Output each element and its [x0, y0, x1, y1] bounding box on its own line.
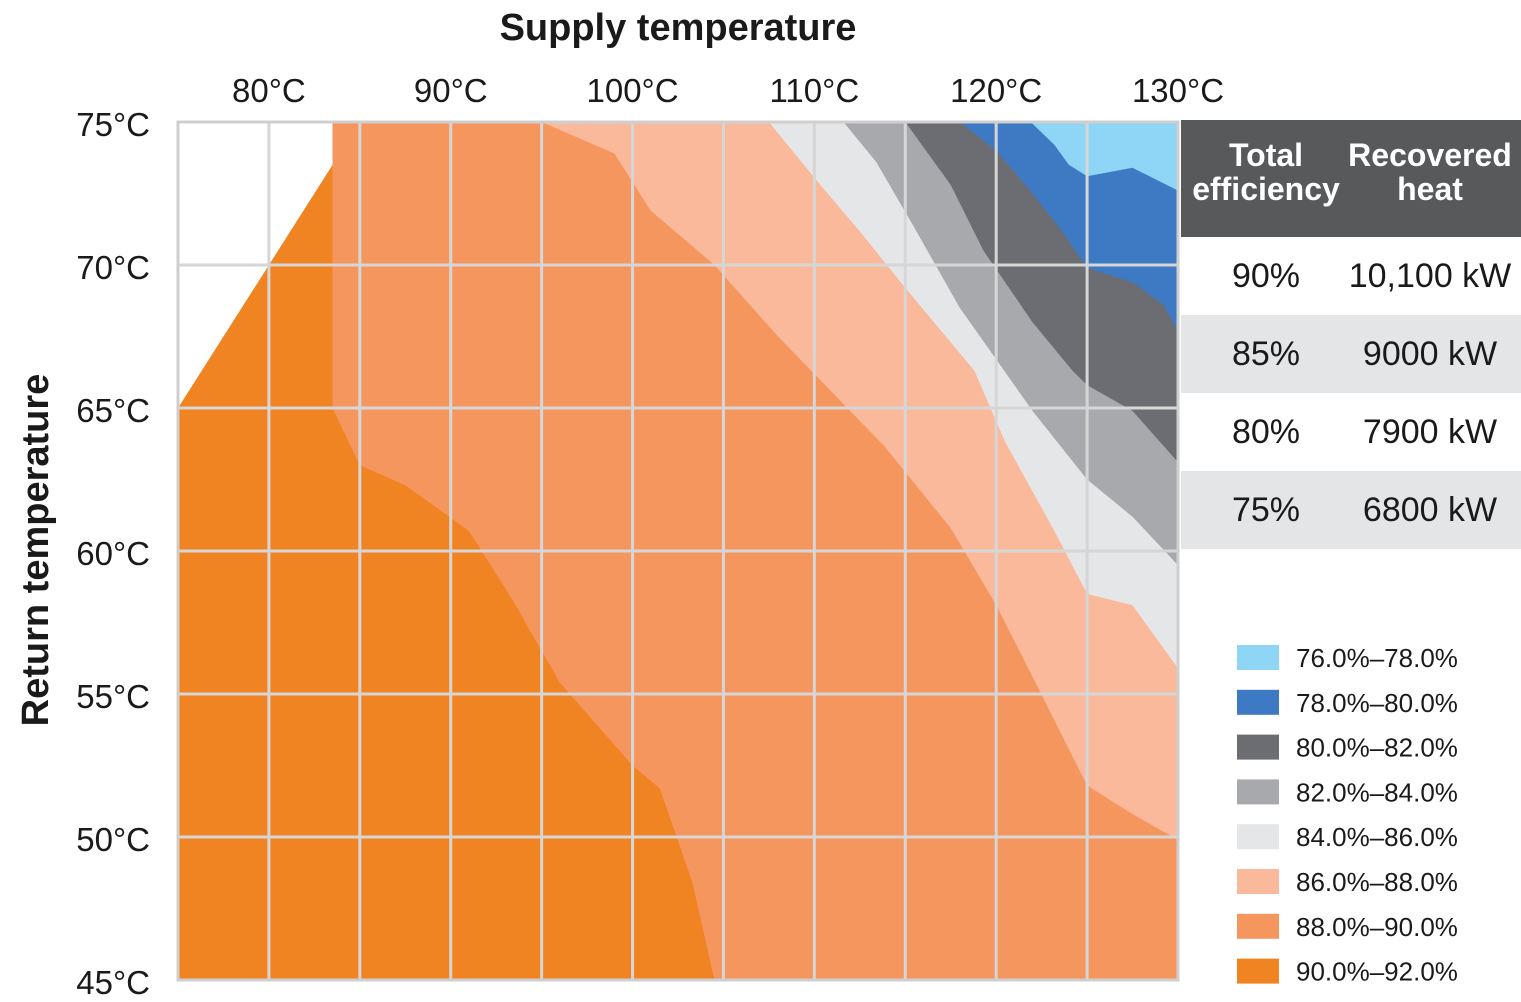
x-tick-label: 110°C — [770, 72, 860, 109]
table-cell-heat: 7900 kW — [1363, 413, 1497, 451]
legend-swatch — [1237, 958, 1279, 984]
table-header-efficiency: efficiency — [1192, 171, 1340, 207]
table-cell-efficiency: 85% — [1232, 335, 1300, 373]
legend-label: 90.0%–92.0% — [1296, 957, 1458, 987]
table-row-bg — [1181, 471, 1521, 549]
y-tick-label: 60°C — [76, 535, 150, 572]
x-tick-label: 130°C — [1132, 72, 1224, 109]
x-tick-label: 100°C — [586, 72, 678, 109]
legend: 76.0%–78.0% 78.0%–80.0% 80.0%–82.0% 82.0%–8… — [1237, 643, 1458, 987]
table-row-bg — [1181, 393, 1521, 471]
legend-swatch — [1237, 689, 1279, 715]
y-tick-label: 45°C — [76, 964, 150, 1001]
y-tick-label: 70°C — [76, 249, 150, 286]
table-cell-heat: 6800 kW — [1363, 491, 1497, 529]
x-axis-ticks: 80°C 90°C 100°C 110°C 120°C 130°C — [232, 72, 1224, 109]
legend-swatch — [1237, 913, 1279, 939]
y-tick-label: 65°C — [76, 392, 150, 429]
table-row-bg — [1181, 315, 1521, 393]
x-axis-title: Supply temperature — [500, 7, 857, 49]
table-header-heat: heat — [1397, 171, 1463, 207]
x-tick-label: 80°C — [232, 72, 306, 109]
legend-swatch — [1237, 824, 1279, 850]
table-cell-heat: 10,100 kW — [1349, 257, 1512, 295]
band-region-1 — [959, 122, 1178, 331]
table-cell-efficiency: 75% — [1232, 491, 1300, 529]
legend-label: 88.0%–90.0% — [1296, 912, 1458, 942]
table-cell-heat: 9000 kW — [1363, 335, 1497, 373]
legend-label: 76.0%–78.0% — [1296, 643, 1458, 673]
table-header-heat: Recovered — [1348, 137, 1512, 173]
legend-label: 80.0%–82.0% — [1296, 733, 1458, 763]
y-tick-label: 75°C — [76, 106, 150, 143]
legend-swatch — [1237, 645, 1279, 670]
y-axis-ticks: 75°C 70°C 65°C 60°C 55°C 50°C 45°C — [76, 106, 150, 1001]
table-header-efficiency: Total — [1229, 137, 1303, 173]
y-tick-label: 55°C — [76, 678, 150, 715]
table-cell-efficiency: 90% — [1232, 257, 1300, 295]
legend-swatch — [1237, 779, 1279, 805]
legend-swatch — [1237, 869, 1279, 894]
y-tick-label: 50°C — [76, 821, 150, 858]
legend-swatch — [1237, 734, 1279, 760]
legend-label: 82.0%–84.0% — [1296, 777, 1458, 807]
x-tick-label: 120°C — [950, 72, 1042, 109]
y-axis-title: Return temperature — [15, 374, 57, 727]
legend-label: 84.0%–86.0% — [1296, 822, 1458, 852]
legend-label: 78.0%–80.0% — [1296, 688, 1458, 718]
table-row-bg — [1181, 237, 1521, 315]
table-header-bg — [1181, 120, 1521, 237]
x-tick-label: 90°C — [414, 72, 488, 109]
table-cell-efficiency: 80% — [1232, 413, 1300, 451]
band-region-0 — [1030, 122, 1178, 191]
legend-label: 86.0%–88.0% — [1296, 867, 1458, 897]
grid-lines — [176, 120, 1180, 982]
plot-border — [176, 120, 1180, 982]
